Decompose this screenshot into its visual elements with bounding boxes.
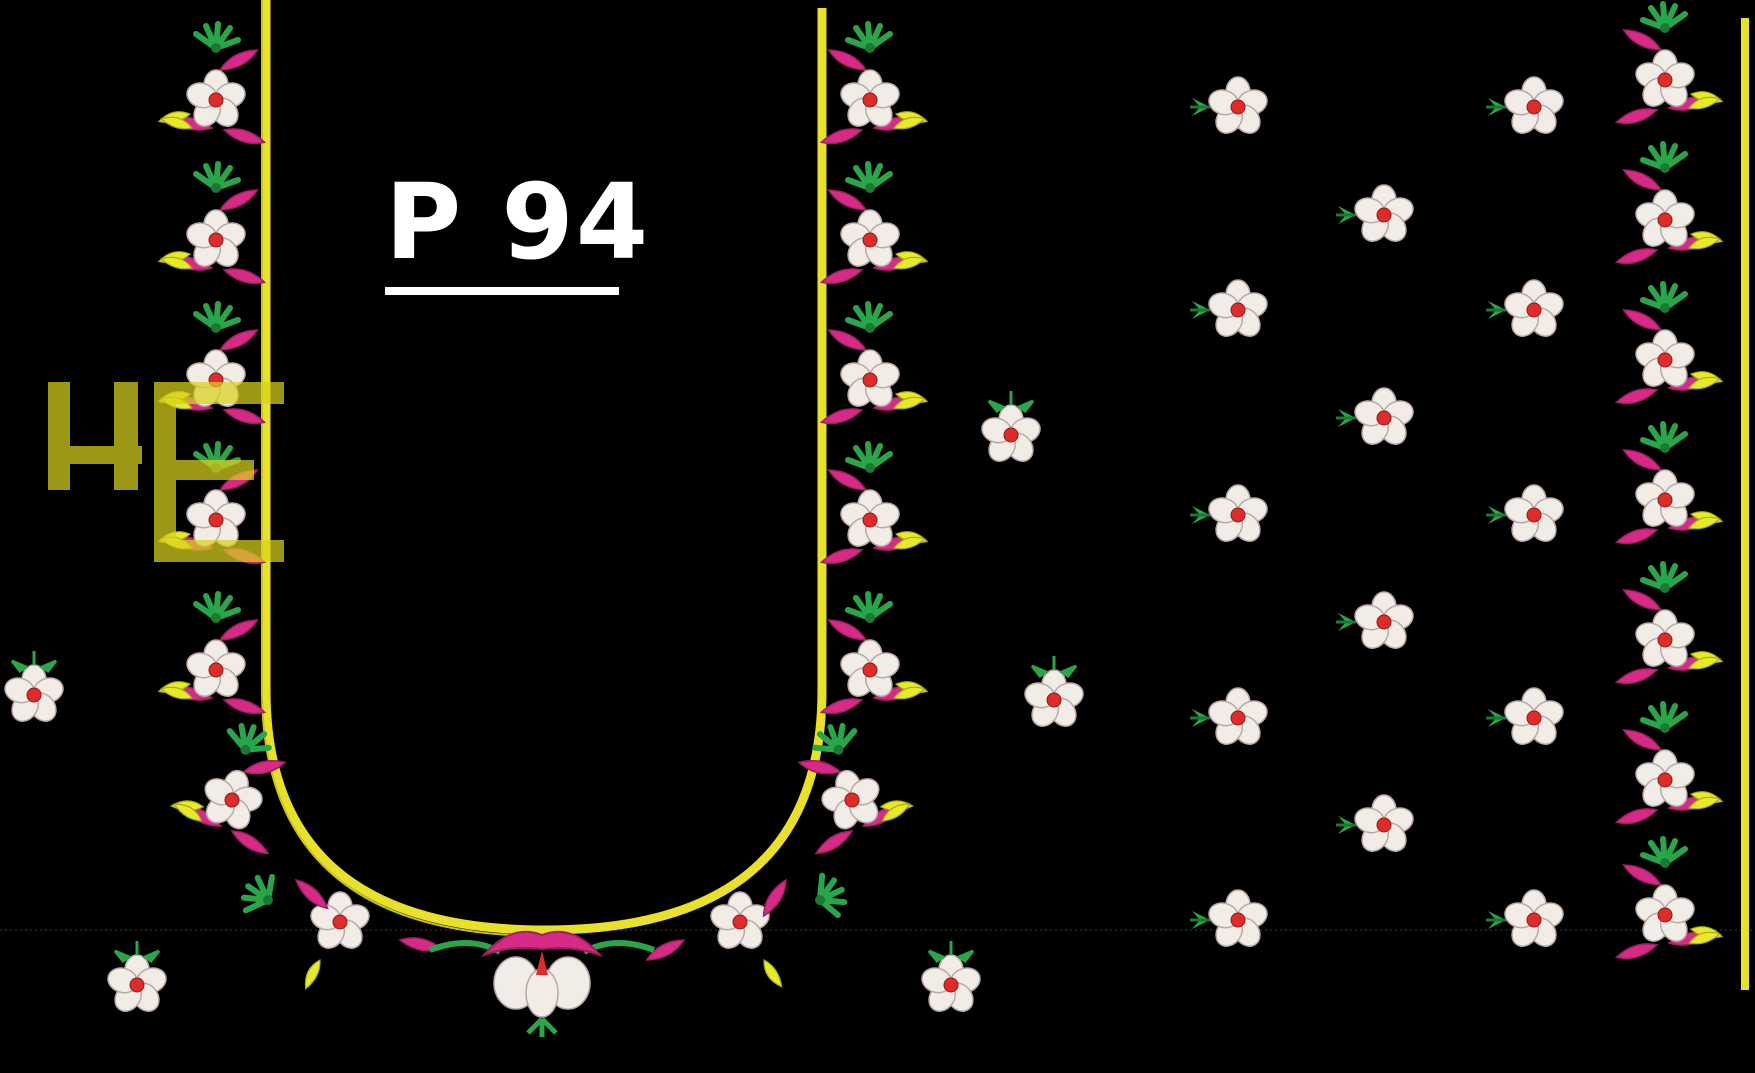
bottom-border xyxy=(237,869,852,1037)
label-underline xyxy=(385,287,619,295)
left-border xyxy=(158,24,300,862)
sleeve-border xyxy=(1615,4,1723,965)
watermark-logo xyxy=(48,382,284,562)
right-border xyxy=(784,24,928,862)
center-lotus xyxy=(480,930,604,1037)
neckline-outline xyxy=(261,0,827,935)
sleeve-flower-grid xyxy=(1190,77,1566,951)
design-label: P 94 xyxy=(385,161,651,283)
neckline-inner-outline xyxy=(261,0,546,937)
